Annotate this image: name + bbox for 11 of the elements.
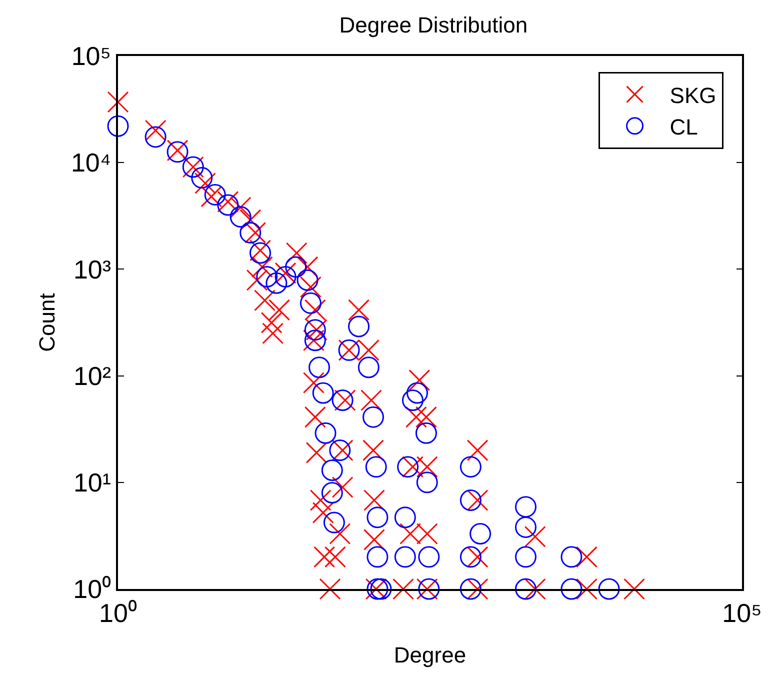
y-tick-label: 10¹	[73, 468, 112, 498]
legend-label: SKG	[670, 82, 716, 108]
legend-label: CL	[670, 114, 698, 140]
y-tick-label: 10⁵	[71, 41, 112, 72]
y-axis-title: Count	[34, 293, 60, 352]
y-tick-label: 10²	[73, 360, 112, 391]
chart-title: Degree Distribution	[339, 12, 528, 38]
y-tick-label: 10⁰	[73, 574, 112, 604]
y-tick-label: 10⁴	[70, 148, 112, 178]
x-axis-title: Degree	[394, 642, 466, 668]
y-tick-label: 10³	[73, 254, 112, 284]
